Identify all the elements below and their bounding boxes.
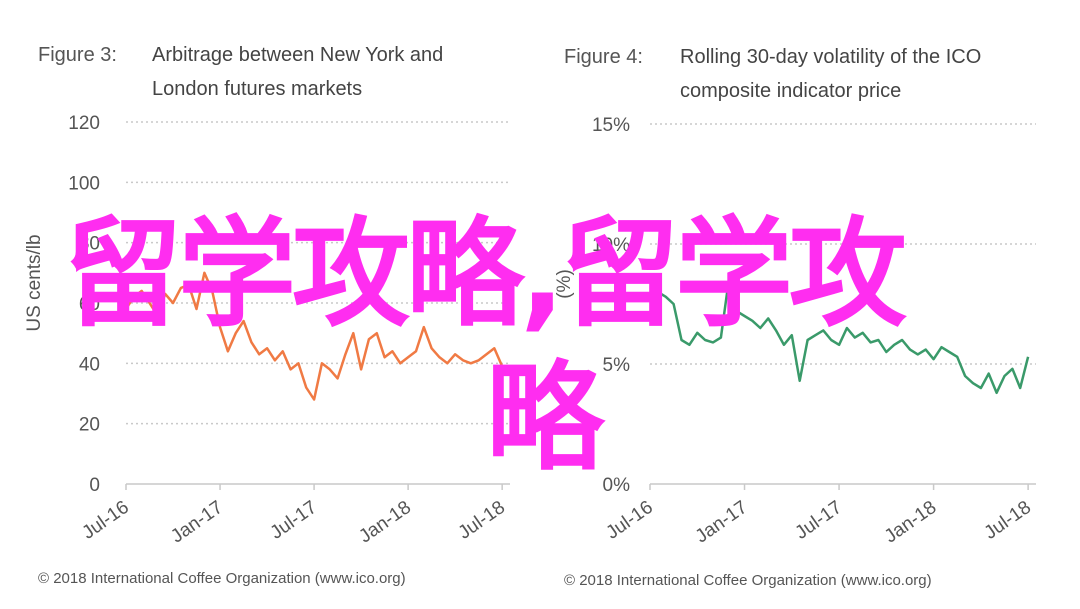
figure-3-copyright: © 2018 International Coffee Organization…: [38, 570, 406, 587]
y-axis-title: (%): [554, 269, 575, 299]
y-tick-label: 20: [79, 415, 100, 436]
y-axis-title: US cents/lb: [24, 234, 45, 331]
y-tick-label: 60: [79, 294, 100, 315]
figure-3-label: Figure 3:: [38, 44, 117, 66]
figure-4-label: Figure 4:: [564, 46, 643, 68]
figure-4-title: Rolling 30-day volatility of the ICO com…: [680, 46, 982, 102]
x-tick-label: Jul-18: [455, 497, 509, 544]
series-line: [649, 278, 1030, 395]
y-tick-label: 5%: [603, 355, 631, 376]
x-tick-label: Jan-17: [692, 497, 752, 548]
figure-4-chart: 0% 5% 10% 15% (%) Jul-16 Jan-17 Jul-17 Jan-18 Jul…: [554, 115, 1036, 548]
x-tick-label: Jul-17: [267, 497, 321, 544]
figure-4-panel: Figure 4: Rolling 30-day volatility of t…: [540, 0, 1080, 609]
figure-3-title: Arbitrage between New York and London fu…: [152, 44, 444, 100]
figure-4-copyright: © 2018 International Coffee Organization…: [564, 572, 932, 589]
x-tick-label: Jan-18: [881, 497, 941, 548]
x-tick-label: Jul-17: [791, 497, 845, 544]
y-tick-label: 15%: [592, 115, 630, 136]
x-tick-label: Jul-18: [981, 497, 1035, 544]
y-tick-label: 40: [79, 354, 100, 375]
figure-3-chart: 0 20 40 60 80 100 120 US cents/lb Jul-16 Jan-17 Ju…: [24, 113, 510, 548]
y-tick-label: 120: [68, 113, 100, 134]
y-tick-label: 100: [68, 173, 100, 194]
figure-3-panel: Figure 3: Arbitrage between New York and…: [24, 44, 510, 587]
y-tick-label: 0: [89, 475, 100, 496]
x-tick-label: Jan-18: [355, 497, 415, 548]
y-tick-label: 10%: [592, 235, 630, 256]
x-tick-label: Jul-16: [602, 497, 656, 544]
y-tick-label: 80: [79, 234, 100, 255]
x-tick-label: Jan-17: [167, 497, 227, 548]
y-tick-label: 0%: [603, 475, 631, 496]
series-line: [124, 271, 504, 401]
x-tick-label: Jul-16: [78, 497, 132, 544]
